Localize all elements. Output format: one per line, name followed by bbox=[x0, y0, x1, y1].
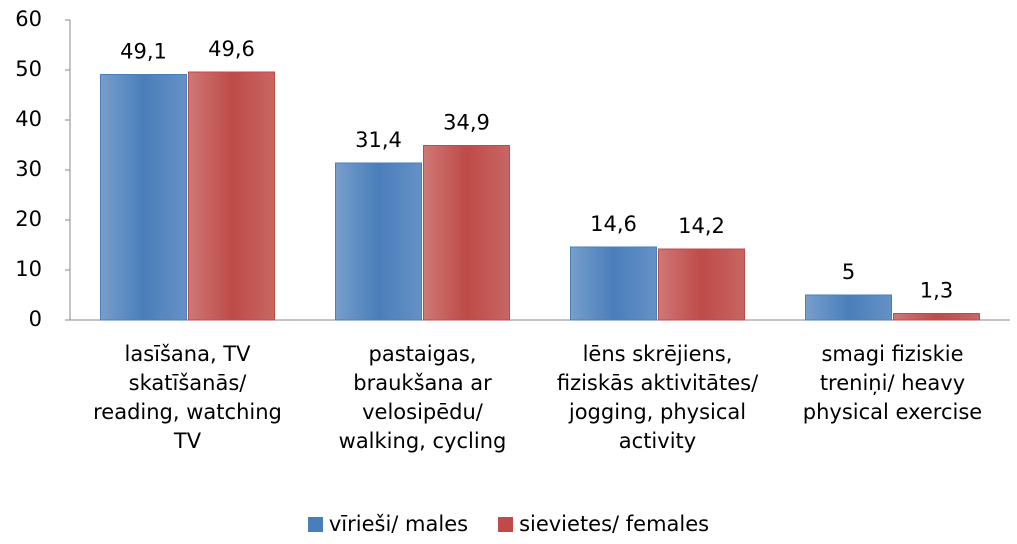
y-tick-label: 60 bbox=[15, 7, 42, 31]
data-label: 14,2 bbox=[678, 214, 725, 238]
bar bbox=[100, 74, 187, 321]
bar bbox=[893, 313, 980, 321]
y-tick-label: 20 bbox=[15, 207, 42, 231]
bar bbox=[188, 71, 275, 321]
legend-item: sievietes/ females bbox=[498, 512, 709, 536]
data-label: 14,6 bbox=[590, 212, 637, 236]
legend-swatch bbox=[498, 517, 514, 532]
x-tick-label: pastaigas, braukšana ar velosipēdu/ walk… bbox=[338, 342, 507, 453]
data-label: 34,9 bbox=[443, 111, 490, 135]
data-label: 31,4 bbox=[355, 128, 402, 152]
bar bbox=[570, 246, 657, 321]
bar bbox=[805, 294, 892, 321]
y-tick-label: 40 bbox=[15, 107, 42, 131]
data-label: 49,6 bbox=[208, 37, 255, 61]
y-tick-label: 10 bbox=[15, 257, 42, 281]
bar bbox=[335, 162, 422, 321]
data-label: 49,1 bbox=[120, 40, 167, 64]
legend-label: vīrieši/ males bbox=[328, 512, 469, 536]
legend-swatch bbox=[307, 517, 323, 532]
legend: vīrieši/ males sievietes/ females bbox=[0, 512, 1017, 536]
x-tick-label: lasīšana, TV skatīšanās/ reading, watchi… bbox=[93, 342, 282, 453]
x-tick-label: smagi fiziskie treniņi/ heavy physical e… bbox=[802, 342, 983, 424]
legend-label: sievietes/ females bbox=[519, 512, 710, 536]
bar bbox=[658, 248, 745, 321]
bar bbox=[423, 145, 510, 321]
data-label: 5 bbox=[842, 260, 855, 284]
x-tick-label: lēns skrējiens, fiziskās aktivitātes/ jo… bbox=[556, 342, 759, 453]
y-tick-label: 50 bbox=[15, 57, 42, 81]
legend-item: vīrieši/ males bbox=[307, 512, 469, 536]
y-tick-label: 30 bbox=[15, 157, 42, 181]
y-tick-label: 0 bbox=[29, 307, 42, 331]
data-label: 1,3 bbox=[920, 279, 953, 303]
